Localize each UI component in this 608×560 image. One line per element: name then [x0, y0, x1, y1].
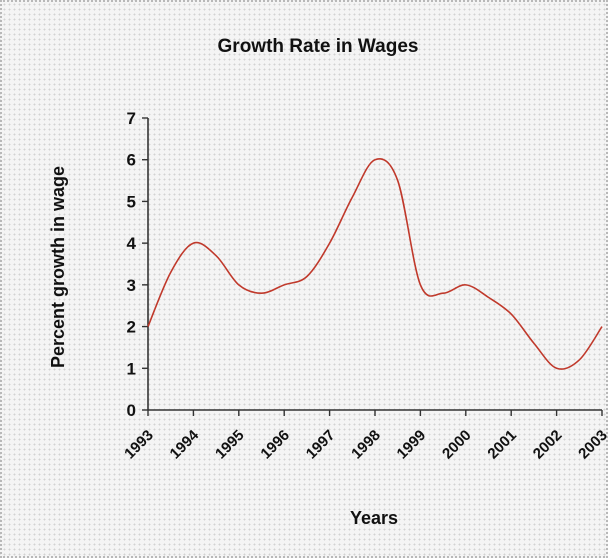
x-tick-label: 2001 [484, 427, 520, 463]
x-tick-label: 2002 [530, 427, 566, 463]
x-tick-label: 1998 [348, 427, 384, 463]
y-axis-ticks: 0 1 2 3 4 5 6 7 [127, 109, 148, 420]
y-tick-label: 1 [127, 359, 136, 378]
x-tick-label: 1996 [257, 427, 293, 463]
x-tick-label: 1994 [167, 426, 203, 462]
x-tick-label: 1997 [303, 427, 339, 463]
axes [147, 118, 602, 411]
y-tick-label: 3 [127, 276, 136, 295]
y-tick-label: 5 [127, 192, 136, 211]
y-tick-label: 7 [127, 109, 136, 128]
y-axis-label: Percent growth in wage [48, 166, 68, 368]
x-axis-ticks: 1993 1994 1995 1996 1997 1998 1999 2000 2001 2002… [121, 410, 608, 462]
chart-title: Growth Rate in Wages [218, 36, 419, 57]
y-tick-label: 4 [127, 234, 137, 253]
x-axis-label: Years [350, 508, 398, 528]
y-tick-label: 6 [127, 151, 136, 170]
x-tick-label: 1993 [121, 427, 157, 463]
x-tick-label: 2000 [439, 427, 475, 463]
y-tick-label: 0 [127, 401, 136, 420]
x-tick-label: 1995 [212, 427, 248, 463]
x-tick-label: 1999 [394, 427, 430, 463]
series-group [147, 158, 603, 370]
y-tick-label: 2 [127, 318, 136, 337]
wage-growth-line [147, 158, 603, 370]
x-tick-label: 2003 [575, 427, 608, 463]
